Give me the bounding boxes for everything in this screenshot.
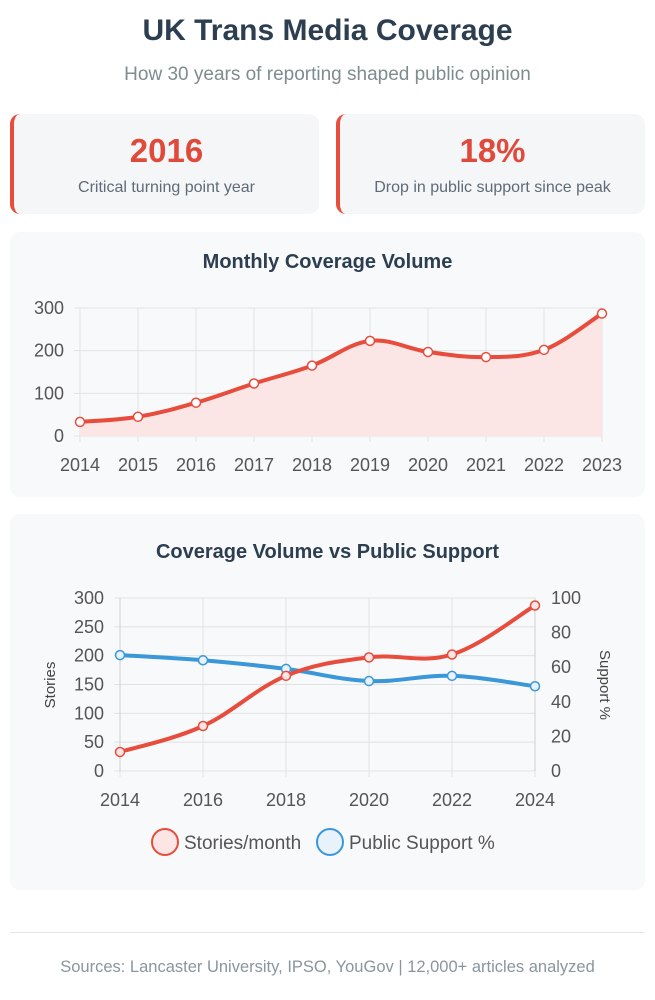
page-subtitle: How 30 years of reporting shaped public … — [124, 64, 531, 85]
y-right-tick-label: 0 — [551, 761, 561, 781]
y-left-tick-label: 200 — [74, 646, 104, 666]
coverage-volume-chart-card: Monthly Coverage Volume 0 100 200 300 2014 20… — [10, 232, 645, 497]
y-tick-label: 300 — [34, 298, 64, 318]
coverage-data-point — [132, 411, 144, 423]
x-tick-label: 2018 — [266, 790, 306, 810]
coverage-vs-support-chart-card: Coverage Volume vs Public Support 0 50 100… — [10, 514, 645, 890]
support-data-point — [197, 655, 209, 666]
y-tick-label: 100 — [34, 383, 64, 403]
footer-divider — [10, 932, 645, 933]
coverage-data-point — [480, 351, 492, 363]
coverage-data-point — [74, 416, 86, 428]
chart-title: Monthly Coverage Volume — [202, 251, 453, 273]
x-tick-label: 2016 — [176, 455, 216, 475]
coverage-vs-support-chart: 0 50 100 150 200 250 300 0 20 40 60 80 100 2014 2016 20… — [42, 588, 613, 856]
y-left-tick-label: 150 — [74, 675, 104, 695]
x-tick-label: 2021 — [466, 455, 506, 475]
support-data-point — [114, 649, 126, 661]
footer-sources: Sources: Lancaster University, IPSO, You… — [60, 958, 595, 976]
y-right-tick-label: 100 — [551, 588, 581, 608]
coverage-data-point — [364, 335, 376, 347]
legend-swatch-support — [316, 828, 344, 856]
coverage-series-line — [79, 311, 604, 424]
coverage-area-fill — [80, 313, 602, 436]
x-tick-label: 2023 — [582, 455, 622, 475]
x-tick-label: 2014 — [100, 790, 140, 810]
x-tick-label: 2020 — [349, 790, 389, 810]
legend-label-support: Public Support % — [349, 833, 495, 854]
coverage-data-point — [190, 397, 202, 408]
y-left-tick-label: 250 — [74, 617, 104, 637]
x-tick-label: 2022 — [432, 790, 472, 810]
y-left-axis-title: Stories — [42, 662, 59, 709]
x-tick-label: 2015 — [118, 455, 158, 475]
stat-value: 18% — [459, 132, 526, 169]
x-tick-label: 2020 — [408, 455, 448, 475]
x-tick-label: 2019 — [350, 455, 390, 475]
y-right-tick-label: 80 — [551, 623, 571, 643]
stat-card-support-drop: 18% Drop in public support since peak — [336, 114, 645, 214]
y-tick-label: 0 — [54, 426, 64, 446]
stories-data-point — [197, 720, 209, 732]
y-tick-label: 200 — [34, 341, 64, 361]
legend-label-stories: Stories/month — [184, 833, 301, 854]
y-right-tick-label: 40 — [551, 692, 571, 712]
support-data-point — [363, 675, 375, 687]
stories-data-point — [363, 652, 375, 663]
coverage-data-point — [538, 344, 550, 356]
y-left-tick-label: 300 — [74, 588, 104, 608]
page-title: UK Trans Media Coverage — [142, 14, 513, 47]
coverage-data-point — [248, 378, 260, 389]
x-tick-label: 2017 — [234, 455, 274, 475]
stories-data-point — [114, 746, 126, 758]
support-series-line — [119, 653, 536, 689]
support-data-point — [446, 670, 458, 682]
support-data-point — [529, 680, 541, 692]
legend-swatch-stories — [151, 828, 179, 856]
y-right-tick-label: 60 — [551, 657, 571, 677]
coverage-data-point — [596, 308, 608, 319]
x-tick-label: 2022 — [524, 455, 564, 475]
stories-data-point — [280, 670, 292, 682]
coverage-data-point — [306, 360, 318, 371]
y-left-tick-label: 50 — [84, 732, 104, 752]
coverage-volume-chart: 0 100 200 300 2014 2015 2016 2017 2018 2019 2020 20… — [34, 298, 622, 475]
y-left-tick-label: 0 — [94, 761, 104, 781]
x-tick-label: 2018 — [292, 455, 332, 475]
stories-series-line — [119, 603, 537, 754]
stat-card-turning-point: 2016 Critical turning point year — [10, 114, 319, 214]
x-tick-label: 2014 — [60, 455, 100, 475]
stat-value: 2016 — [129, 132, 204, 169]
chart-title: Coverage Volume vs Public Support — [155, 541, 500, 563]
stat-label: Drop in public support since peak — [374, 179, 611, 196]
coverage-data-point — [422, 346, 434, 358]
y-right-axis-title: Support % — [596, 650, 613, 720]
stories-data-point — [446, 649, 458, 660]
x-tick-label: 2016 — [183, 790, 223, 810]
x-tick-label: 2024 — [515, 790, 555, 810]
stat-label: Critical turning point year — [78, 179, 255, 196]
y-right-tick-label: 20 — [551, 726, 571, 746]
y-left-tick-label: 100 — [74, 703, 104, 723]
stories-data-point — [529, 600, 541, 611]
